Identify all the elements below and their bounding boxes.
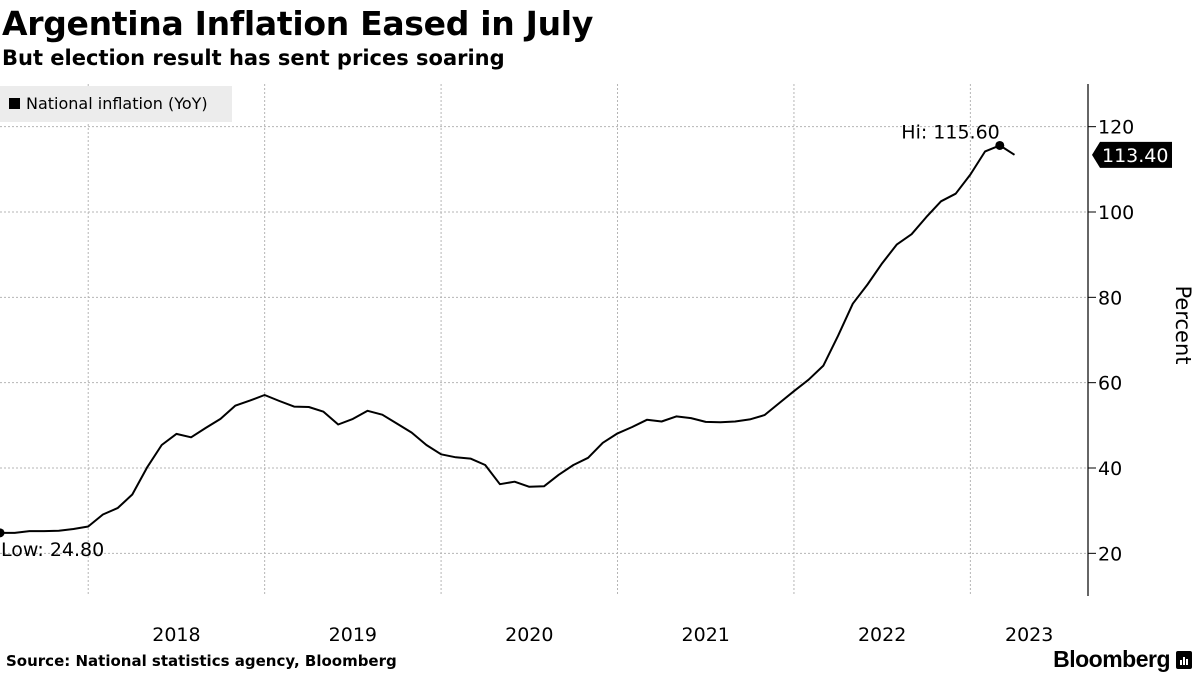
low-label: Low: 24.80: [1, 539, 104, 561]
y-tick-label: 60: [1098, 373, 1122, 395]
x-axis: 2018 2019 2020 2021 2022 2023: [152, 624, 1053, 646]
bar-chart-icon: [1176, 650, 1192, 669]
grid-lines: [0, 84, 1088, 596]
last-value-label: 113.40: [1102, 145, 1168, 167]
high-label: Hi: 115.60: [901, 121, 1000, 143]
bloomberg-logo: Bloomberg: [1053, 646, 1192, 673]
chart-title: Argentina Inflation Eased in July: [2, 4, 594, 43]
annotations: Hi: 115.60 Low: 24.80 113.40: [0, 121, 1172, 561]
brand-name: Bloomberg: [1053, 646, 1170, 672]
x-tick-label: 2022: [858, 624, 906, 646]
y-tick-label: 100: [1098, 202, 1134, 224]
low-marker: [0, 528, 5, 538]
y-tick-label: 40: [1098, 458, 1122, 480]
chart-subtitle: But election result has sent prices soar…: [2, 46, 505, 70]
x-tick-label: 2018: [152, 624, 200, 646]
y-axis-label: Percent: [1171, 285, 1195, 364]
x-tick-label: 2020: [505, 624, 553, 646]
x-tick-label: 2023: [1005, 624, 1053, 646]
series-line-national-inflation: [0, 144, 1016, 534]
y-tick-label: 80: [1098, 287, 1122, 309]
legend-label: National inflation (YoY): [26, 94, 208, 113]
y-tick-label: 20: [1098, 543, 1122, 565]
x-tick-label: 2019: [329, 624, 377, 646]
last-value-tag: [1092, 141, 1172, 168]
high-marker: [995, 140, 1005, 150]
y-tick-label: 120: [1098, 117, 1134, 139]
series-points: [0, 144, 1016, 534]
y-axis: 20 40 60 80 100 120: [1087, 84, 1134, 596]
source-note: Source: National statistics agency, Bloo…: [6, 652, 397, 670]
legend-background: [0, 86, 232, 122]
x-tick-label: 2021: [682, 624, 730, 646]
legend: National inflation (YoY): [0, 86, 232, 122]
legend-swatch: [9, 98, 20, 109]
